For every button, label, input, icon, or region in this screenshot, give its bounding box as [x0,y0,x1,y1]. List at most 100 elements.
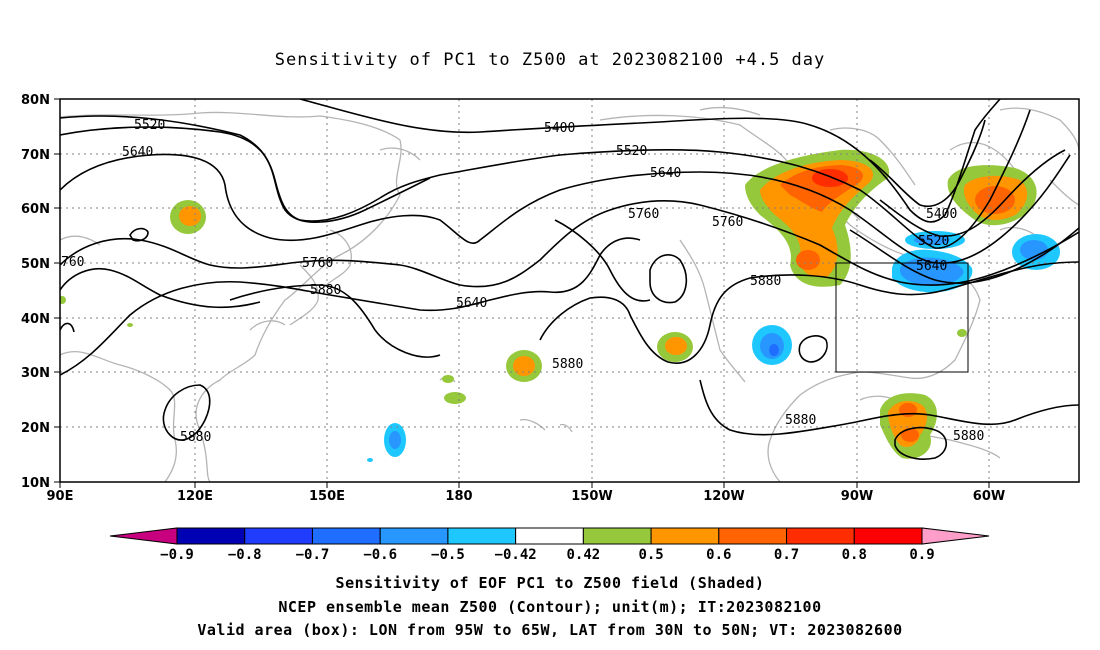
shade-negative-great-lakes [892,231,973,293]
colorbar-swatch [650,527,720,545]
contour-closed-low-ak [649,254,688,304]
contour-5400-north [299,99,1001,223]
colorbar-swatch [176,527,246,545]
contour-labels: 5520 5640 5400 5520 5640 5760 5760 760 5… [61,118,984,445]
contour-5880-south [699,379,1079,436]
lat-label: 50N [21,257,50,272]
lat-label: 60N [21,202,50,217]
colorbar-tick-label: 0.42 [567,547,601,563]
lat-label: 40N [21,312,50,327]
colorbar-right-triangle [921,527,990,545]
shade-positive-west-pacific [170,200,206,234]
colorbar-swatch [447,527,517,545]
z500-contours [60,99,1079,460]
contour-closed-china [162,384,211,441]
colorbar-tick-label: 0.8 [842,547,867,563]
contour-label-5520: 5520 [134,118,165,133]
contour-closed-caribbean [894,426,948,460]
colorbar-tick-label: −0.7 [296,547,330,563]
colorbar-tick-label: 0.9 [909,547,934,563]
caption-line-1: Sensitivity of EOF PC1 to Z500 field (Sh… [335,574,765,592]
colorbar-tick-label: 0.5 [638,547,663,563]
lat-label: 80N [21,93,50,108]
tick-marks [54,98,990,488]
colorbar-tick-label: −0.42 [495,547,537,563]
lon-label: 120E [177,489,213,504]
contour-label-5640: 5640 [122,145,153,160]
colorbar-tick-label: 0.6 [706,547,731,563]
shade-positive-canada [745,149,890,287]
contour-west-edge [60,322,75,333]
lat-label: 30N [21,366,50,381]
map-frame [59,98,1080,483]
lon-label: 60W [973,489,1005,504]
contour-5760-c [554,219,651,302]
shade-negative-hawaii-west [384,423,406,457]
contour-label-5760: 5760 [712,215,743,230]
map-title: Sensitivity of PC1 to Z500 at 2023082100… [274,50,826,70]
lon-label: 150E [309,489,345,504]
contour-5880-pac [539,261,1079,364]
colorbar-tick-label: −0.8 [228,547,262,563]
latitude-labels: 80N 70N 60N 50N 40N 30N 20N 10N [21,93,50,491]
shade-positive-caribbean [880,393,937,459]
contour-label-5760: 5760 [628,207,659,222]
colorbar-swatch [853,527,923,545]
lat-label: 20N [21,421,50,436]
contour-label-5880: 5880 [552,357,583,372]
colorbar-swatch [582,527,652,545]
contour-label-5880: 5880 [785,413,816,428]
contour-5760-a [60,200,1079,288]
contour-label-5520: 5520 [918,234,949,249]
caption-line-2: NCEP ensemble mean Z500 (Contour); unit(… [278,598,822,616]
contour-label-5880: 5880 [310,283,341,298]
contour-5880-a [60,237,641,376]
colorbar-left-triangle [109,527,178,545]
contour-5760-b [229,284,441,358]
contour-label-5880: 5880 [750,274,781,289]
colorbar-swatch [379,527,449,545]
shade-positive-east-pacific [657,332,693,362]
contour-label-5880: 5880 [953,429,984,444]
lon-label: 90E [47,489,74,504]
contour-5520-a [60,109,1031,249]
contour-label-5640: 5640 [650,166,681,181]
contour-label-5640: 5640 [916,259,947,274]
contour-5640-a [60,153,1071,264]
lon-label: 180 [445,489,472,504]
graticule [60,99,1079,482]
colorbar-tick-label: −0.6 [363,547,397,563]
contour-5400-c [869,119,986,207]
colorbar-tick-label: 0.7 [774,547,799,563]
shade-positive-central-pacific [506,350,542,382]
contour-label-5640: 5640 [456,296,487,311]
contour-label-760: 760 [61,255,84,270]
colorbar: −0.9 −0.8 −0.7 −0.6 −0.5 −0.42 0.42 0.5 0.6 0.7 0.… [109,527,990,563]
lat-label: 70N [21,148,50,163]
contour-5520-c [879,149,1066,237]
contour-label-5400: 5400 [926,207,957,222]
longitude-labels: 90E 120E 150E 180 150W 120W 90W 60W [47,489,1006,504]
contour-label-5880: 5880 [180,430,211,445]
contour-label-5760: 5760 [302,256,333,271]
colorbar-tick-label: −0.5 [431,547,465,563]
contour-5640-b [849,227,1079,284]
colorbar-swatch [311,527,381,545]
caption-line-3: Valid area (box): LON from 95W to 65W, L… [197,621,903,639]
contour-closed-west [129,227,149,242]
lat-label: 10N [21,476,50,491]
colorbar-tick-label: −0.9 [160,547,194,563]
colorbar-swatch [718,527,788,545]
contour-label-5520: 5520 [616,144,647,159]
contour-label-5400: 5400 [544,121,575,136]
colorbar-swatch [786,527,855,545]
shade-negative-baja [752,325,792,365]
valid-area-box [835,262,969,373]
contour-5880-b [60,268,261,309]
lon-label: 150W [571,489,612,504]
lon-label: 90W [841,489,873,504]
colorbar-swatch [515,527,584,545]
lon-label: 120W [703,489,744,504]
contour-5400-eurasia [60,115,431,223]
